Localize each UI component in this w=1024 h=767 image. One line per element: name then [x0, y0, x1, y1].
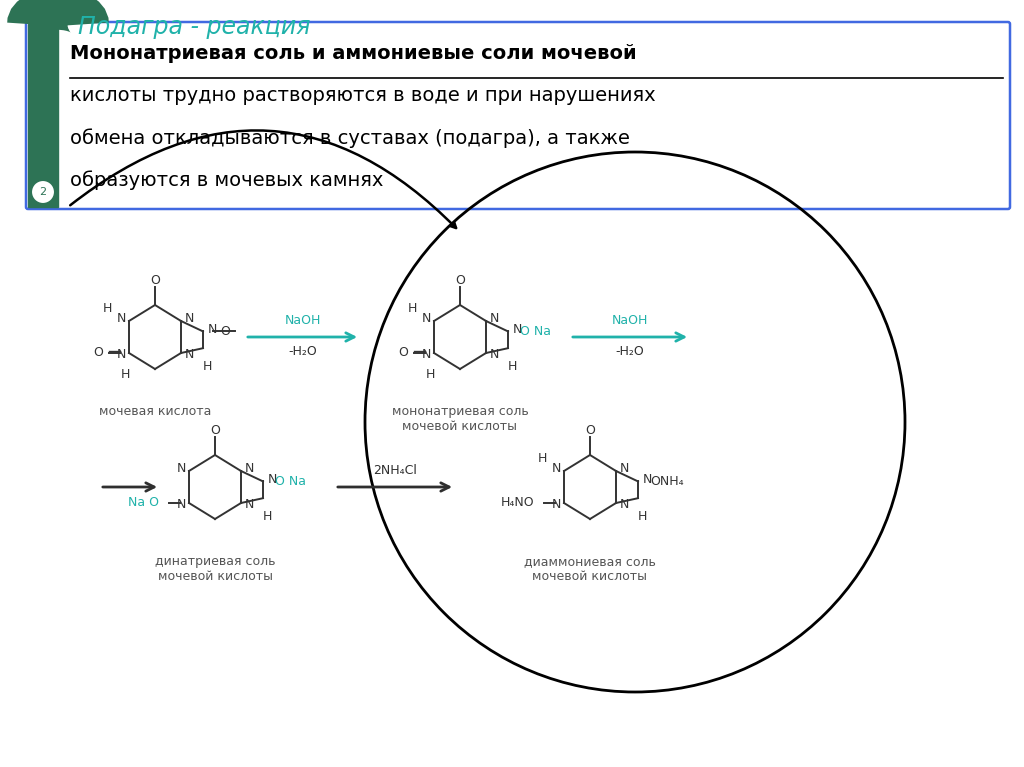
- Bar: [28, 24, 58, 207]
- Text: H: H: [262, 510, 271, 522]
- Text: Подагра - реакция: Подагра - реакция: [78, 15, 310, 39]
- Text: NaOH: NaOH: [611, 314, 648, 327]
- Text: H: H: [203, 360, 212, 373]
- Text: O: O: [585, 423, 595, 436]
- Text: мононатриевая соль
мочевой кислоты: мононатриевая соль мочевой кислоты: [391, 405, 528, 433]
- FancyBboxPatch shape: [26, 22, 1010, 209]
- Text: диаммониевая соль
мочевой кислоты: диаммониевая соль мочевой кислоты: [524, 555, 656, 583]
- Text: мочевая кислота: мочевая кислота: [98, 405, 211, 418]
- Text: динатриевая соль
мочевой кислоты: динатриевая соль мочевой кислоты: [155, 555, 275, 583]
- Text: N: N: [117, 312, 126, 325]
- Text: O: O: [93, 347, 103, 360]
- Text: N: N: [620, 463, 629, 476]
- Text: N: N: [176, 463, 185, 476]
- Text: H: H: [408, 302, 417, 315]
- Text: Na O: Na O: [128, 496, 159, 509]
- Text: NaOH: NaOH: [285, 314, 321, 327]
- Text: N: N: [184, 312, 194, 325]
- Text: O Na: O Na: [275, 475, 306, 488]
- Text: -H₂O: -H₂O: [288, 345, 316, 358]
- Text: N: N: [245, 463, 254, 476]
- Text: 2NH₄Cl: 2NH₄Cl: [373, 464, 417, 477]
- Circle shape: [31, 180, 55, 204]
- Text: O: O: [210, 423, 220, 436]
- Text: H: H: [637, 510, 647, 522]
- Text: N: N: [207, 323, 217, 336]
- Text: H: H: [425, 368, 434, 381]
- Text: N: N: [642, 473, 651, 486]
- Text: O: O: [151, 274, 160, 287]
- Text: образуются в мочевых камнях: образуются в мочевых камнях: [70, 170, 383, 189]
- Text: O: O: [398, 347, 408, 360]
- Text: N: N: [551, 463, 561, 476]
- Text: N: N: [421, 348, 431, 361]
- Text: H₄NO: H₄NO: [501, 496, 534, 509]
- Text: H: H: [507, 360, 517, 373]
- Text: N: N: [620, 499, 629, 512]
- Text: N: N: [117, 348, 126, 361]
- Text: N: N: [245, 499, 254, 512]
- Text: обмена откладываются в суставах (подагра), а также: обмена откладываются в суставах (подагра…: [70, 128, 630, 148]
- Text: H: H: [102, 302, 112, 315]
- Text: O: O: [455, 274, 465, 287]
- Text: N: N: [421, 312, 431, 325]
- Text: N: N: [512, 323, 521, 336]
- Text: Мононатриевая соль и аммониевые соли мочевой: Мононатриевая соль и аммониевые соли моч…: [70, 44, 637, 63]
- Text: N: N: [176, 499, 185, 512]
- Text: O Na: O Na: [520, 325, 551, 338]
- Text: N: N: [489, 312, 499, 325]
- Text: N: N: [184, 348, 194, 361]
- Text: 2: 2: [40, 187, 46, 197]
- Text: N: N: [551, 499, 561, 512]
- Text: N: N: [489, 348, 499, 361]
- Text: H: H: [120, 368, 130, 381]
- Text: H: H: [538, 453, 547, 466]
- Text: O: O: [220, 325, 230, 338]
- Text: N: N: [267, 473, 276, 486]
- Text: кислоты трудно растворяются в воде и при нарушениях: кислоты трудно растворяются в воде и при…: [70, 86, 655, 105]
- Text: -H₂O: -H₂O: [615, 345, 644, 358]
- Text: ONH₄: ONH₄: [650, 475, 684, 488]
